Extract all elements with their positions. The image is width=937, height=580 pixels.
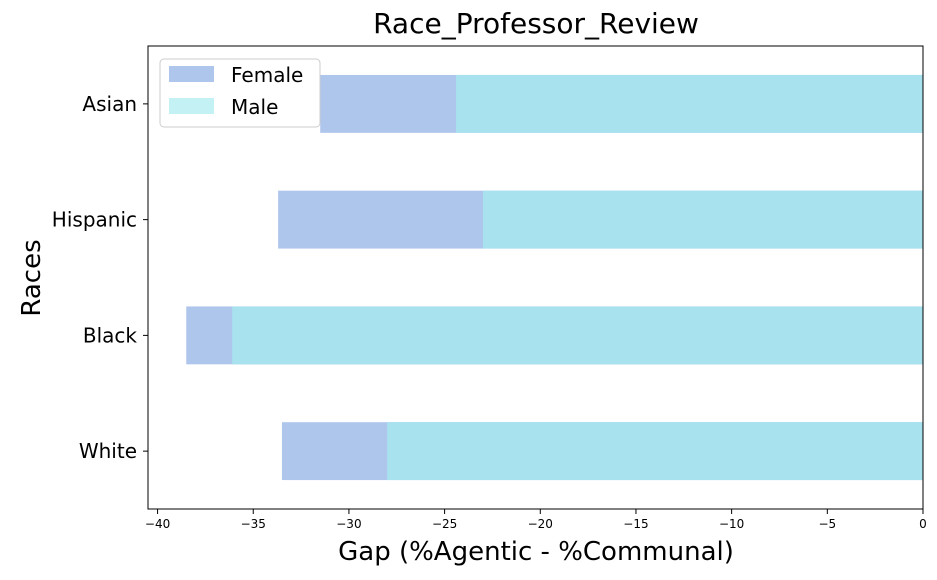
x-tick-label: −5: [818, 517, 836, 531]
x-axis-label: Gap (%Agentic - %Communal): [338, 537, 734, 567]
y-tick-label-black: Black: [83, 323, 138, 347]
bar-male-black: [232, 306, 923, 365]
y-tick-label-white: White: [79, 439, 137, 463]
y-tick-label-asian: Asian: [82, 92, 137, 116]
x-tick-label: −25: [432, 517, 457, 531]
x-tick-label: −35: [241, 517, 266, 531]
plot-area-frame: [147, 45, 924, 510]
x-tick-label: −20: [528, 517, 553, 531]
x-tick-label: −40: [145, 517, 170, 531]
y-axis: White Black Hispanic Asian: [52, 92, 148, 463]
bar-male-asian: [456, 74, 923, 133]
x-tick-label: −15: [623, 517, 648, 531]
bar-male-white: [387, 422, 923, 481]
legend: Female Male: [159, 58, 321, 128]
y-axis-label: Races: [17, 239, 47, 316]
x-tick-label: −30: [336, 517, 361, 531]
bars-layer: [186, 74, 924, 481]
bar-male-hispanic: [482, 190, 923, 249]
legend-label-male: Male: [231, 95, 278, 119]
legend-swatch-female: [169, 66, 214, 82]
x-axis: −40 −35 −30 −25 −20 −15 −10 −5 0: [145, 509, 927, 531]
legend-label-female: Female: [231, 63, 303, 87]
chart-title: Race_Professor_Review: [373, 7, 699, 40]
x-tick-label: −10: [719, 517, 744, 531]
y-tick-label-hispanic: Hispanic: [52, 208, 137, 232]
x-tick-label: 0: [919, 517, 927, 531]
legend-swatch-male: [169, 98, 214, 114]
